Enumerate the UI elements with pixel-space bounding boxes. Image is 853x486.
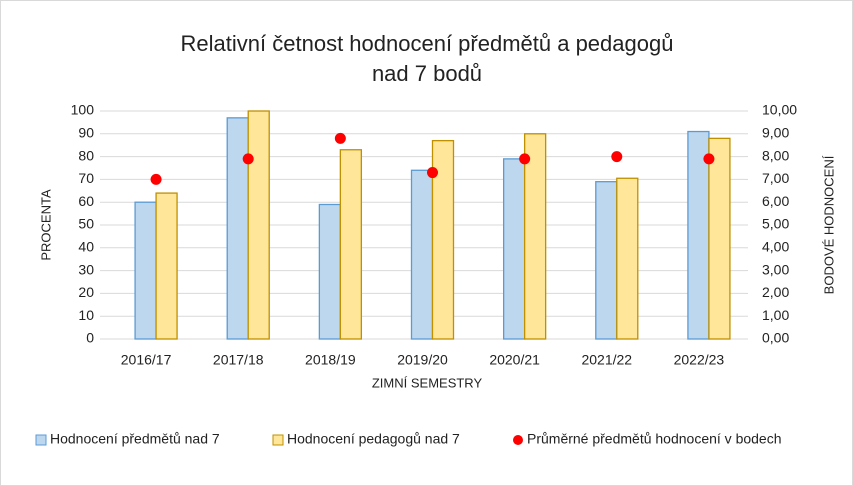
legend-label: Hodnocení pedagogů nad 7 [287,431,460,447]
bar [708,137,731,340]
chart-title: Relativní četnost hodnocení předmětů a p… [181,31,674,56]
bar [339,149,363,340]
legend-label: Hodnocení předmětů nad 7 [50,431,220,447]
y2-axis-title: BODOVÉ HODNOCENÍ [821,155,836,294]
y-tick-label: 70 [78,170,94,186]
y-tick-label: 20 [78,284,94,300]
y2-tick-label: 6,00 [762,193,789,209]
y2-tick-label: 8,00 [762,147,789,163]
y-tick-label: 30 [78,261,94,277]
y2-tick-label: 4,00 [762,239,789,255]
x-axis-title: ZIMNÍ SEMESTRY [372,375,483,390]
y2-tick-label: 3,00 [762,261,789,277]
y-tick-label: 10 [78,307,94,323]
bar [318,203,342,340]
x-tick-label: 2021/22 [581,352,632,368]
dot [427,167,438,179]
x-tick-label: 2016/17 [121,352,172,368]
x-tick-label: 2018/19 [305,352,356,368]
dot [242,153,254,165]
x-tick-label: 2017/18 [213,352,264,368]
x-tick-label: 2022/23 [674,352,725,368]
bar [595,181,618,340]
y-tick-label: 80 [78,147,94,163]
bar [502,158,526,340]
bar [247,110,270,340]
x-tick-label: 2020/21 [489,352,540,368]
bar [155,192,178,340]
y2-tick-label: 9,00 [762,125,789,141]
y-tick-label: 100 [71,102,95,118]
y2-tick-label: 1,00 [762,307,789,323]
legend-label: Průměrné předmětů hodnocení v bodech [527,431,782,447]
dot [703,153,715,165]
dot [150,173,162,185]
x-tick-label: 2019/20 [397,352,448,368]
bar [523,133,547,340]
y2-tick-label: 10,00 [762,102,797,118]
y-axis-title: PROCENTA [38,189,53,261]
chart-title: nad 7 bodů [372,61,482,86]
legend-swatch [272,434,284,446]
bar [431,139,455,340]
dot [334,132,346,144]
dot [519,153,531,165]
y2-tick-label: 7,00 [762,170,789,186]
bar [410,169,434,340]
y-tick-label: 0 [86,330,94,346]
y2-tick-label: 2,00 [762,284,789,300]
y-tick-label: 50 [78,216,94,232]
y2-tick-label: 0,00 [762,330,789,346]
y-tick-label: 60 [78,193,94,209]
y2-tick-label: 5,00 [762,216,789,232]
y-tick-label: 40 [78,239,94,255]
y-tick-label: 90 [78,125,94,141]
bar [134,201,157,340]
dot [611,151,623,163]
legend-swatch [513,435,523,445]
bar [616,177,639,340]
legend-swatch [35,434,47,446]
bar [226,117,249,340]
